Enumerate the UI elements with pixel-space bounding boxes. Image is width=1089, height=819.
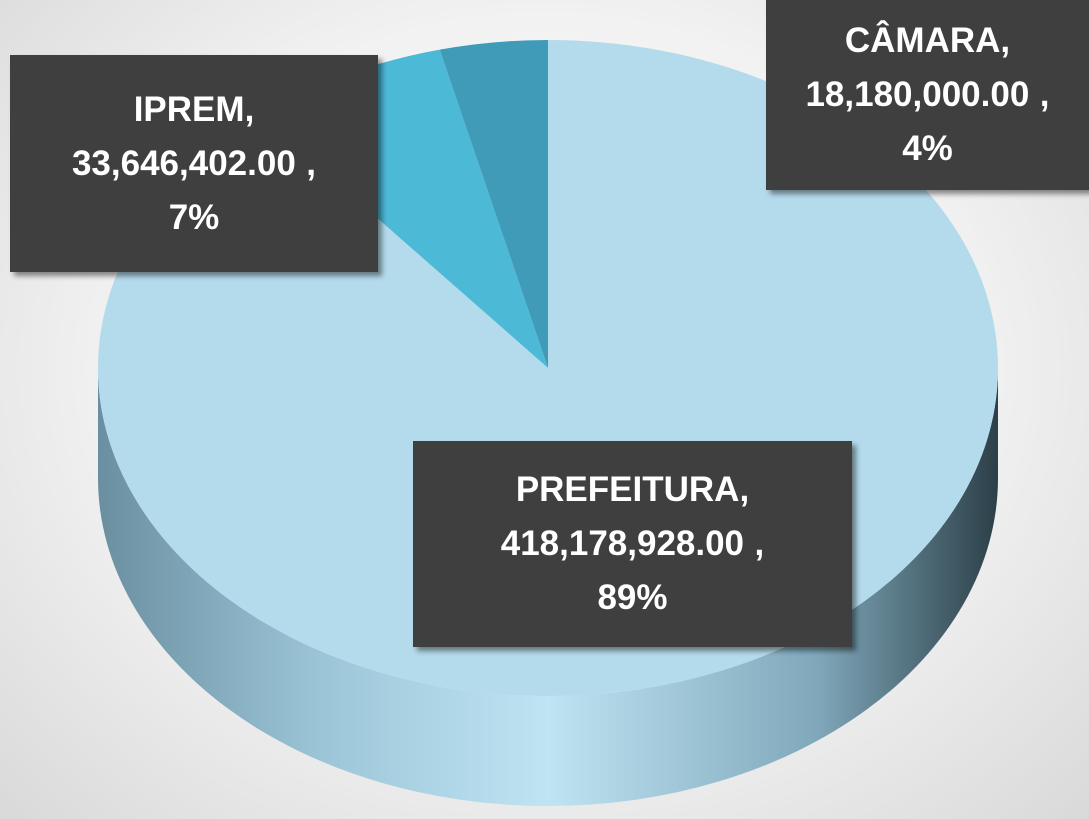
separator: , xyxy=(1039,75,1050,114)
value-label: 418,178,928.00 xyxy=(500,524,745,563)
label-line: CÂMARA, xyxy=(766,14,1089,68)
label-line: 18,180,000.00, xyxy=(766,68,1089,122)
value-label: 18,180,000.00 xyxy=(805,75,1030,114)
value-label: 33,646,402.00 xyxy=(71,143,296,183)
label-text: , xyxy=(739,470,750,509)
separator: , xyxy=(754,524,765,563)
label-line: 418,178,928.00, xyxy=(413,517,852,571)
label-text: CÂMARA xyxy=(844,21,1001,60)
label-text: 4% xyxy=(902,129,953,168)
label-line: IPREM, xyxy=(10,83,378,137)
data-label: CÂMARA, 18,180,000.00, 4% xyxy=(766,0,1089,190)
label-line: 33,646,402.00, xyxy=(10,137,378,191)
label-line: 7% xyxy=(10,191,378,245)
data-label: IPREM, 33,646,402.00, 7% xyxy=(10,55,378,272)
label-text: , xyxy=(1000,21,1011,60)
label-text: 7% xyxy=(168,197,220,237)
label-line: PREFEITURA, xyxy=(413,463,852,517)
label-line: 89% xyxy=(413,571,852,625)
label-text: , xyxy=(244,89,255,129)
label-line: 4% xyxy=(766,122,1089,176)
separator: , xyxy=(306,143,317,183)
data-label: PREFEITURA, 418,178,928.00, 89% xyxy=(413,441,852,647)
label-text: IPREM xyxy=(133,89,245,129)
label-text: PREFEITURA xyxy=(515,470,740,509)
slice-side xyxy=(98,368,998,806)
slice xyxy=(439,40,548,368)
label-text: 89% xyxy=(597,578,668,617)
